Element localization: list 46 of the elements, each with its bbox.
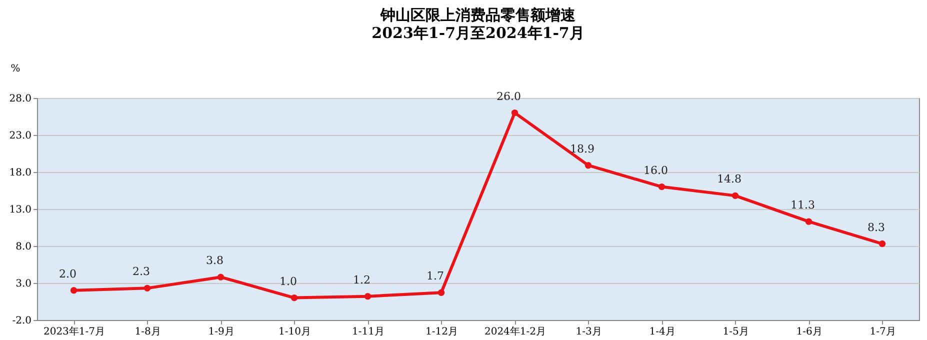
- data-label: 2.3: [132, 265, 150, 278]
- x-tick-label: 1-3月: [576, 326, 602, 338]
- point: [584, 162, 592, 169]
- data-label: 8.3: [868, 220, 885, 234]
- data-label: 18.9: [570, 142, 594, 156]
- point: [878, 240, 886, 248]
- x-tick-label: 1-8月: [134, 326, 161, 338]
- data-label: 1.0: [280, 274, 297, 288]
- x-tick-label: 1-6月: [796, 326, 822, 338]
- y-tick-label: 18.0: [9, 168, 32, 178]
- y-tick-label: 23.0: [9, 130, 32, 142]
- point: [364, 292, 372, 300]
- y-tick-label: 8.0: [16, 242, 32, 252]
- x-tick-label: 1-9月: [208, 326, 234, 338]
- y-axis-title: %: [10, 64, 20, 74]
- data-label: 11.3: [790, 198, 815, 212]
- x-tick-label: 1-4月: [649, 326, 676, 338]
- x-tick-label: 2024年1-2月: [484, 326, 546, 338]
- point: [144, 284, 151, 292]
- x-tick-label: 1-11月: [352, 326, 384, 338]
- point: [290, 294, 298, 302]
- x-tick-label: 1-12月: [426, 326, 458, 338]
- point: [217, 274, 224, 280]
- point: [658, 183, 666, 190]
- point: [70, 287, 78, 294]
- data-label: 14.8: [717, 172, 742, 186]
- data-label: 1.2: [353, 273, 370, 286]
- y-tick-label: 13.0: [9, 204, 32, 216]
- point: [732, 192, 739, 200]
- data-label: 3.8: [206, 254, 224, 268]
- y-tick-label: -2.0: [12, 316, 32, 326]
- x-tick-label: 1-10月: [278, 326, 311, 338]
- chart-title: 钟山区限上消费品零售额增速: [380, 6, 576, 24]
- data-label: 16.0: [644, 164, 668, 177]
- data-label: 26.0: [496, 90, 521, 103]
- x-tick-label: 1-7月: [870, 326, 896, 338]
- x-tick-label: 2023年1-7月: [43, 326, 106, 338]
- data-label: 2.0: [59, 267, 76, 280]
- point: [511, 109, 518, 116]
- y-tick-label: 28.0: [9, 94, 32, 104]
- point: [438, 289, 445, 296]
- chart-subtitle: 2023年1-7月至2024年1-7月: [372, 24, 584, 42]
- point: [805, 218, 812, 225]
- y-tick-label: 3.0: [16, 278, 32, 290]
- data-label: 1.7: [426, 270, 444, 283]
- x-tick-label: 1-5月: [722, 326, 749, 338]
